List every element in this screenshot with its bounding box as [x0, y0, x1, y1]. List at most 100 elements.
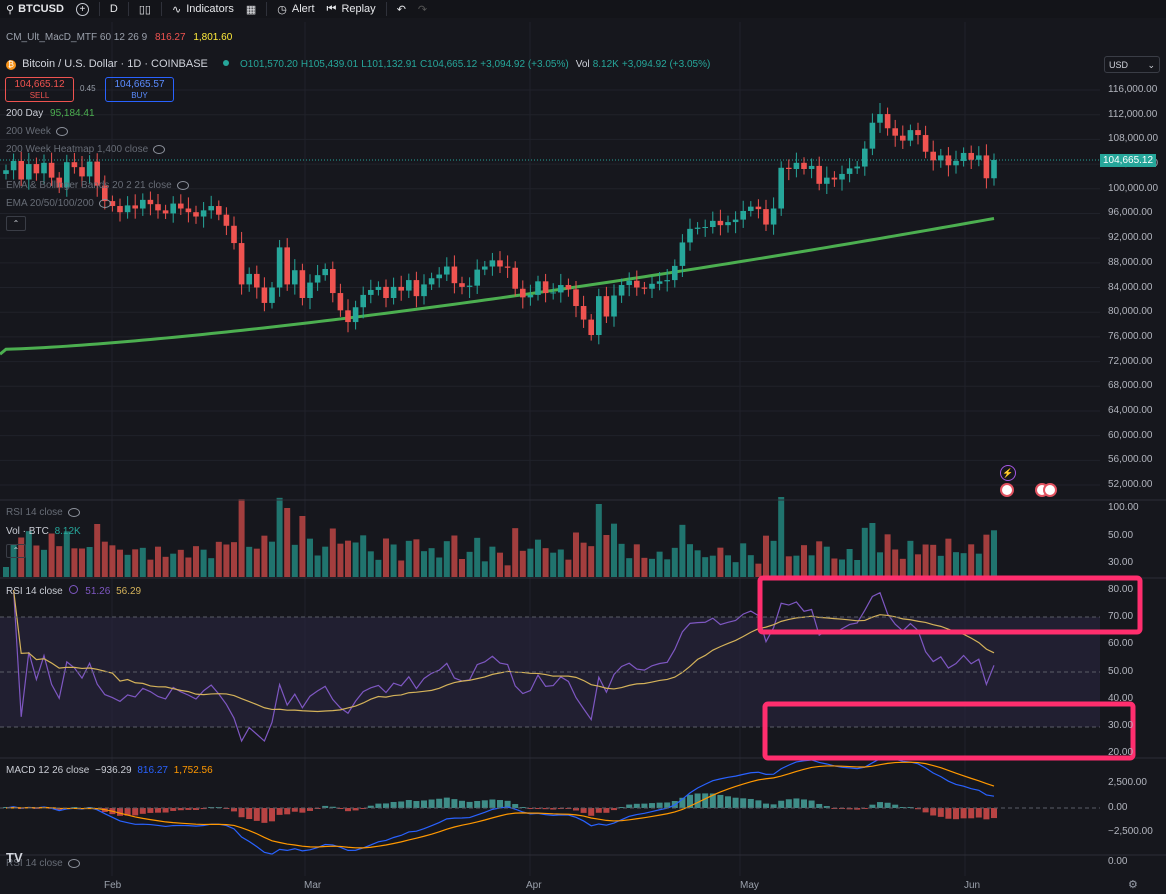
interval-button[interactable]: D: [104, 0, 124, 18]
candle-body: [398, 286, 404, 291]
volume-bar: [907, 540, 914, 577]
buy-button[interactable]: 104,665.57 BUY: [105, 77, 174, 102]
heatmap-legend[interactable]: 200 Week Heatmap 1,400 close: [6, 144, 166, 155]
overbought-highlight: [757, 575, 1143, 635]
currency-select[interactable]: USD ⌄: [1104, 56, 1160, 73]
volume-bar: [375, 559, 382, 577]
candle-body: [580, 306, 587, 320]
search-icon: ⚲: [6, 3, 15, 16]
us-event-icon[interactable]: [1000, 483, 1014, 497]
plus-circle-icon: +: [75, 2, 89, 16]
price-axis-label: 112,000.00: [1108, 108, 1158, 120]
candle-body: [444, 266, 450, 275]
macd-histogram-bar: [945, 808, 952, 819]
volume-bar: [823, 546, 830, 577]
candle-body: [292, 270, 298, 285]
volume-bar: [793, 555, 800, 577]
candle-body: [793, 162, 800, 169]
volume-bar: [983, 534, 990, 577]
rsi-settings-icon[interactable]: [69, 585, 79, 594]
macd-histogram-bar: [839, 808, 845, 810]
volume-bar: [747, 555, 754, 577]
volume-bar: [801, 545, 807, 577]
macd-signal-value: 816.27: [137, 765, 168, 776]
redo-button[interactable]: ↷: [412, 0, 433, 18]
mtf-legend[interactable]: CM_Ult_MacD_MTF 60 12 26 9 816.27 1,801.…: [6, 32, 232, 43]
candle-body: [656, 281, 663, 284]
chart-type-button[interactable]: ▯▯: [133, 0, 157, 18]
volume-bar: [155, 546, 161, 577]
chevron-up-icon: ⌃: [12, 546, 20, 555]
candle-body: [611, 295, 617, 317]
macd-legend[interactable]: MACD 12 26 close −936.29 816.27 1,752.56: [6, 765, 213, 776]
bb-label: EMA & Bollinger Bands 20 2 21 close: [6, 180, 172, 191]
macd-histogram-bar: [238, 808, 245, 818]
vol-legend[interactable]: Vol · BTC 8.12K: [6, 526, 81, 537]
bb-legend[interactable]: EMA & Bollinger Bands 20 2 21 close: [6, 180, 189, 191]
ma200d-legend[interactable]: 200 Day 95,184.41: [6, 108, 95, 119]
candle-body: [314, 275, 321, 283]
ma200w-legend[interactable]: 200 Week: [6, 126, 68, 137]
candle-body: [520, 288, 526, 298]
macd-histogram-bar: [717, 794, 724, 808]
hidden-eye-icon[interactable]: [176, 180, 189, 190]
replay-button[interactable]: ⏮ Replay: [321, 0, 382, 18]
indicators-icon: ∿: [171, 3, 182, 16]
layouts-button[interactable]: ▦: [240, 0, 262, 18]
indicators-button[interactable]: ∿ Indicators: [166, 0, 240, 18]
ema-legend[interactable]: EMA 20/50/100/200: [6, 198, 111, 209]
macd-histogram-bar: [823, 806, 830, 808]
candle-body: [436, 274, 442, 279]
sell-button[interactable]: 104,665.12 SELL: [5, 77, 74, 102]
candle-body: [216, 206, 222, 215]
last-price-tag: 104,665.12: [1100, 154, 1157, 167]
macd-histogram-bar: [611, 808, 617, 811]
hidden-eye-icon[interactable]: [67, 507, 80, 517]
hidden-eye-icon[interactable]: [153, 144, 166, 154]
hidden-eye-icon[interactable]: [67, 858, 80, 868]
rsi-ghost-legend[interactable]: RSI 14 close: [6, 507, 80, 518]
volume-bar: [421, 551, 427, 577]
volume-bar: [816, 541, 823, 577]
volume-bar: [367, 551, 374, 577]
volume-bar: [717, 547, 724, 577]
volume-bar: [953, 552, 959, 577]
collapse-vol-button[interactable]: ⌃: [6, 544, 26, 558]
volume-bar: [299, 516, 306, 577]
volume-bar: [504, 565, 511, 577]
macd-histogram-bar: [915, 808, 921, 810]
candle-body: [717, 220, 724, 226]
compare-button[interactable]: +: [70, 0, 95, 18]
candle-body: [930, 151, 936, 161]
volume-bar: [573, 532, 579, 577]
macd-histogram-bar: [892, 804, 899, 808]
candle-body: [664, 280, 670, 282]
rsi-axis-label: 80.00: [1108, 584, 1134, 595]
ohlc-low: L101,132.91: [361, 59, 417, 70]
symbol-search[interactable]: ⚲ BTCUSD: [0, 0, 70, 18]
symbol-legend[interactable]: ₿ Bitcoin / U.S. Dollar · 1D · COINBASE …: [6, 58, 710, 70]
volume-axis-label: 100.00: [1108, 502, 1139, 513]
hidden-eye-icon[interactable]: [55, 126, 68, 136]
hidden-eye-icon[interactable]: [98, 198, 111, 208]
collapse-legend-button[interactable]: ⌃: [6, 216, 26, 231]
candle-body: [786, 167, 792, 169]
rsi-legend[interactable]: RSI 14 close 51.26 56.29: [6, 585, 141, 597]
bitcoin-icon: ₿: [6, 60, 16, 70]
flash-event-icon[interactable]: ⚡: [1000, 465, 1016, 481]
settings-icon[interactable]: ⚙: [1128, 879, 1138, 891]
volume-bar: [63, 531, 70, 577]
candle-body: [276, 247, 283, 288]
rsi-ghost2-legend[interactable]: RSI 14 close: [6, 858, 80, 869]
undo-icon: ↶: [396, 3, 406, 16]
candle-body: [178, 203, 184, 209]
alert-button[interactable]: ◷ Alert: [271, 0, 320, 18]
macd-histogram-bar: [405, 800, 412, 808]
volume-bar: [649, 558, 655, 577]
alert-label: Alert: [291, 3, 315, 15]
undo-button[interactable]: ↶: [391, 0, 412, 18]
volume-bar: [177, 549, 184, 577]
volume-bar: [671, 547, 678, 577]
us-event-icon[interactable]: [1043, 483, 1057, 497]
